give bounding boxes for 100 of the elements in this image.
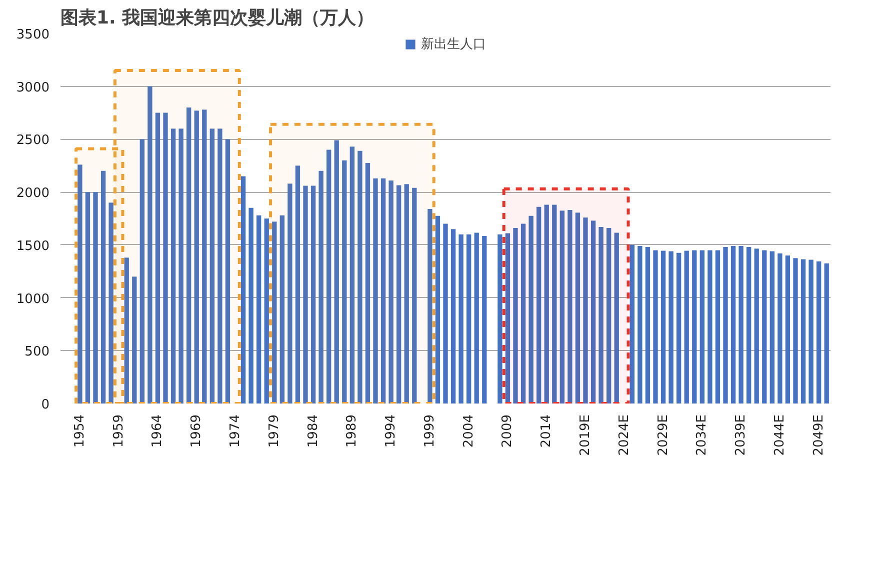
x-tick-label: 2019E bbox=[578, 414, 593, 456]
bar bbox=[443, 224, 448, 404]
bar bbox=[388, 180, 394, 404]
x-tick-label: 1969 bbox=[189, 414, 204, 448]
bar bbox=[738, 246, 744, 404]
bar bbox=[482, 236, 487, 404]
y-tick-label: 0 bbox=[41, 398, 50, 412]
bar bbox=[568, 210, 572, 404]
bar bbox=[520, 224, 526, 404]
bar bbox=[614, 232, 619, 404]
bar bbox=[334, 140, 339, 404]
bar bbox=[816, 261, 822, 404]
x-tick-label: 2039E bbox=[734, 414, 749, 456]
x-tick-label: 2009 bbox=[500, 414, 516, 448]
bar bbox=[730, 246, 736, 404]
x-tick-label: 1984 bbox=[306, 414, 321, 448]
bar bbox=[560, 210, 564, 404]
chart-title: 图表1. 我国迎来第四次婴儿潮（万人） bbox=[60, 8, 374, 28]
bar bbox=[660, 250, 666, 404]
bar bbox=[653, 250, 658, 404]
bar bbox=[754, 248, 759, 404]
bar bbox=[295, 166, 300, 404]
bar bbox=[668, 251, 674, 404]
bar bbox=[155, 112, 160, 404]
y-tick-label: 1000 bbox=[16, 292, 50, 307]
bar bbox=[684, 250, 689, 404]
x-tick-label: 2004 bbox=[461, 414, 476, 448]
x-tick-label: 2034E bbox=[694, 414, 710, 456]
legend-label: 新出生人口 bbox=[421, 36, 486, 53]
bar bbox=[808, 260, 814, 404]
y-tick-label: 2500 bbox=[16, 133, 50, 148]
y-tick-label: 2000 bbox=[16, 186, 50, 202]
bar bbox=[132, 276, 137, 404]
bar bbox=[575, 212, 580, 404]
bar bbox=[310, 186, 316, 404]
bar bbox=[638, 246, 642, 404]
x-tick-label: 1989 bbox=[344, 414, 360, 448]
bar bbox=[100, 170, 106, 404]
bar bbox=[778, 253, 782, 404]
x-tick-label: 1979 bbox=[266, 414, 282, 448]
bar bbox=[140, 139, 144, 404]
bar bbox=[170, 128, 176, 404]
bar bbox=[280, 215, 284, 404]
bar bbox=[93, 192, 98, 404]
bar bbox=[590, 220, 596, 404]
bar bbox=[358, 150, 362, 404]
bar bbox=[412, 188, 417, 404]
bar bbox=[583, 217, 588, 404]
bar bbox=[194, 110, 199, 404]
bar bbox=[373, 178, 378, 404]
bar bbox=[800, 259, 806, 404]
bar bbox=[746, 247, 752, 404]
bar bbox=[225, 139, 230, 404]
bar bbox=[785, 256, 790, 404]
bar bbox=[723, 247, 728, 404]
bar bbox=[513, 228, 518, 404]
bar bbox=[288, 184, 292, 404]
bar bbox=[676, 252, 682, 404]
bar bbox=[326, 150, 332, 404]
bar bbox=[186, 108, 192, 404]
bar bbox=[365, 163, 370, 404]
y-tick-label: 500 bbox=[24, 344, 50, 360]
bar bbox=[272, 222, 277, 404]
y-tick-label: 3500 bbox=[16, 28, 50, 42]
bar bbox=[303, 186, 308, 404]
bar bbox=[450, 229, 456, 404]
bar bbox=[202, 110, 207, 404]
bar bbox=[762, 250, 767, 404]
x-tick-label: 1959 bbox=[111, 414, 126, 448]
bar bbox=[528, 216, 534, 404]
bar bbox=[645, 247, 650, 404]
bar bbox=[505, 233, 510, 404]
bar bbox=[163, 112, 168, 404]
bar bbox=[380, 178, 386, 404]
bar bbox=[218, 128, 222, 404]
x-tick-label: 1999 bbox=[422, 414, 438, 448]
bar bbox=[544, 204, 549, 404]
bar bbox=[318, 170, 324, 404]
bar bbox=[404, 184, 409, 404]
bar bbox=[78, 164, 82, 404]
x-tick-label: 2044E bbox=[772, 414, 788, 456]
x-tick-label: 2049E bbox=[811, 414, 826, 456]
bar bbox=[598, 226, 604, 404]
x-tick-label: 1974 bbox=[228, 414, 243, 448]
bar bbox=[700, 250, 704, 404]
bar bbox=[396, 185, 402, 404]
x-tick-label: 2029E bbox=[656, 414, 671, 456]
bar bbox=[474, 232, 479, 404]
bar bbox=[108, 202, 114, 404]
bar bbox=[350, 146, 354, 404]
bar bbox=[148, 86, 152, 404]
bar bbox=[708, 250, 712, 404]
x-tick-label: 1994 bbox=[384, 414, 399, 448]
bar bbox=[458, 234, 464, 404]
bar bbox=[536, 206, 542, 404]
bar bbox=[240, 176, 246, 404]
bar bbox=[264, 218, 269, 404]
bar bbox=[824, 263, 829, 404]
bar bbox=[630, 244, 634, 404]
bar bbox=[178, 128, 184, 404]
